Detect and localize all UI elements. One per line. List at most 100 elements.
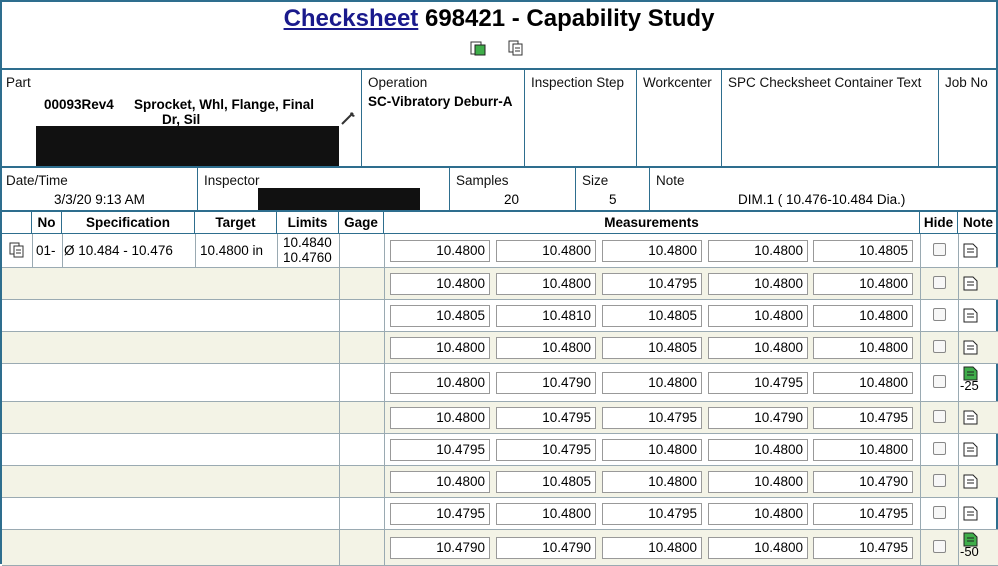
measurement-input[interactable]: 10.4795 bbox=[390, 503, 490, 525]
checksheet-link[interactable]: Checksheet bbox=[283, 5, 419, 32]
measurement-input[interactable]: 10.4800 bbox=[708, 273, 808, 295]
measurement-input[interactable]: 10.4800 bbox=[813, 273, 913, 295]
measurement-input[interactable]: 10.4800 bbox=[708, 503, 808, 525]
row-limit-high: 10.4840 bbox=[283, 235, 332, 250]
hide-checkbox[interactable] bbox=[933, 410, 946, 423]
col-header-spec: Specification bbox=[62, 212, 195, 234]
measurement-input[interactable]: 10.4795 bbox=[602, 273, 702, 295]
measurement-input[interactable]: 10.4795 bbox=[496, 439, 596, 461]
col-header-icon bbox=[2, 212, 32, 234]
note-icon[interactable] bbox=[963, 532, 978, 547]
measurement-input[interactable]: 10.4790 bbox=[496, 537, 596, 559]
container-text-label: SPC Checksheet Container Text bbox=[728, 75, 922, 90]
note-icon[interactable] bbox=[963, 410, 978, 425]
table-row: 10.4805 10.4810 10.4805 10.4800 10.4800 bbox=[2, 300, 998, 332]
measurement-input[interactable]: 10.4800 bbox=[708, 439, 808, 461]
note-icon[interactable] bbox=[963, 442, 978, 457]
measurement-input[interactable]: 10.4800 bbox=[496, 503, 596, 525]
measurement-input[interactable]: 10.4800 bbox=[496, 273, 596, 295]
measurement-input[interactable]: 10.4800 bbox=[390, 337, 490, 359]
measurement-input[interactable]: 10.4800 bbox=[390, 471, 490, 493]
note-icon[interactable] bbox=[963, 340, 978, 355]
measurement-input[interactable]: 10.4805 bbox=[496, 471, 596, 493]
measurement-input[interactable]: 10.4790 bbox=[390, 537, 490, 559]
measurement-input[interactable]: 10.4800 bbox=[496, 337, 596, 359]
measurement-input[interactable]: 10.4800 bbox=[813, 337, 913, 359]
measurement-input[interactable]: 10.4800 bbox=[390, 372, 490, 394]
hide-checkbox[interactable] bbox=[933, 442, 946, 455]
col-header-hide: Hide bbox=[920, 212, 958, 234]
measurement-input[interactable]: 10.4795 bbox=[813, 537, 913, 559]
measurement-input[interactable]: 10.4805 bbox=[390, 305, 490, 327]
part-label: Part bbox=[6, 75, 31, 90]
measurement-input[interactable]: 10.4800 bbox=[390, 240, 490, 262]
measurement-input[interactable]: 10.4790 bbox=[813, 471, 913, 493]
measurement-input[interactable]: 10.4800 bbox=[602, 240, 702, 262]
measurement-input[interactable]: 10.4800 bbox=[708, 471, 808, 493]
hide-checkbox[interactable] bbox=[933, 375, 946, 388]
col-header-gage: Gage bbox=[339, 212, 384, 234]
measurement-input[interactable]: 10.4795 bbox=[496, 407, 596, 429]
measurement-input[interactable]: 10.4795 bbox=[708, 372, 808, 394]
hide-checkbox[interactable] bbox=[933, 308, 946, 321]
measurement-input[interactable]: 10.4805 bbox=[813, 240, 913, 262]
measurement-input[interactable]: 10.4800 bbox=[602, 439, 702, 461]
table-row: 10.4795 10.4800 10.4795 10.4800 10.4795 bbox=[2, 498, 998, 530]
measurement-input[interactable]: 10.4800 bbox=[708, 337, 808, 359]
measurement-input[interactable]: 10.4795 bbox=[602, 407, 702, 429]
col-header-measurements: Measurements bbox=[384, 212, 920, 234]
table-row: 10.4800 10.4805 10.4800 10.4800 10.4790 bbox=[2, 466, 998, 498]
measurement-input[interactable]: 10.4795 bbox=[813, 503, 913, 525]
row-limit-low: 10.4760 bbox=[283, 250, 332, 265]
hide-checkbox[interactable] bbox=[933, 243, 946, 256]
measurement-input[interactable]: 10.4800 bbox=[390, 407, 490, 429]
note-icon[interactable] bbox=[963, 308, 978, 323]
note-icon[interactable] bbox=[963, 474, 978, 489]
note-icon[interactable] bbox=[963, 276, 978, 291]
measurement-input[interactable]: 10.4800 bbox=[708, 305, 808, 327]
measurement-input[interactable]: 10.4800 bbox=[708, 240, 808, 262]
measurement-input[interactable]: 10.4795 bbox=[390, 439, 490, 461]
hide-checkbox[interactable] bbox=[933, 540, 946, 553]
measurement-input[interactable]: 10.4800 bbox=[602, 537, 702, 559]
note-icon[interactable] bbox=[963, 243, 978, 258]
hide-checkbox[interactable] bbox=[933, 474, 946, 487]
table-row: 10.4800 10.4800 10.4795 10.4800 10.4800 bbox=[2, 268, 998, 300]
container-text-box: SPC Checksheet Container Text bbox=[722, 68, 939, 166]
note-icon[interactable] bbox=[963, 506, 978, 521]
measurement-input[interactable]: 10.4800 bbox=[496, 240, 596, 262]
export-icon[interactable] bbox=[470, 40, 486, 56]
measurement-input[interactable]: 10.4795 bbox=[813, 407, 913, 429]
measurement-input[interactable]: 10.4800 bbox=[813, 305, 913, 327]
part-desc-2: Dr, Sil bbox=[162, 112, 201, 127]
table-row: 10.4795 10.4795 10.4800 10.4800 10.4800 bbox=[2, 434, 998, 466]
copy-icon[interactable] bbox=[508, 40, 524, 56]
measurement-input[interactable]: 10.4805 bbox=[602, 337, 702, 359]
measurement-input[interactable]: 10.4790 bbox=[496, 372, 596, 394]
table-row: 10.4800 10.4800 10.4800 10.4800 10.4805 01- Ø … bbox=[2, 234, 998, 268]
measurement-input[interactable]: 10.4800 bbox=[390, 273, 490, 295]
measurement-input[interactable]: 10.4800 bbox=[602, 372, 702, 394]
workcenter-label: Workcenter bbox=[643, 75, 712, 90]
copy-row-icon[interactable] bbox=[9, 242, 25, 261]
measurement-input[interactable]: 10.4800 bbox=[813, 439, 913, 461]
hide-checkbox[interactable] bbox=[933, 506, 946, 519]
measurement-input[interactable]: 10.4805 bbox=[602, 305, 702, 327]
note-icon[interactable] bbox=[963, 366, 978, 381]
hide-checkbox[interactable] bbox=[933, 340, 946, 353]
title-bar: Checksheet 698421 - Capability Study bbox=[0, 0, 998, 68]
col-header-no: No bbox=[32, 212, 62, 234]
edit-part-icon[interactable] bbox=[340, 110, 356, 129]
measurement-input[interactable]: 10.4800 bbox=[602, 471, 702, 493]
measurement-input[interactable]: 10.4795 bbox=[602, 503, 702, 525]
measurement-input[interactable]: 10.4800 bbox=[708, 537, 808, 559]
page-title: Checksheet 698421 - Capability Study bbox=[0, 5, 998, 33]
measurement-input[interactable]: 10.4800 bbox=[813, 372, 913, 394]
operation-box: Operation SC-Vibratory Deburr-A bbox=[362, 68, 525, 166]
measurement-input[interactable]: 10.4790 bbox=[708, 407, 808, 429]
measurement-input[interactable]: 10.4810 bbox=[496, 305, 596, 327]
col-header-target: Target bbox=[195, 212, 277, 234]
row-target: 10.4800 in bbox=[200, 243, 264, 258]
hide-checkbox[interactable] bbox=[933, 276, 946, 289]
table-row: 10.4800 10.4790 10.4800 10.4795 10.4800 -25 bbox=[2, 364, 998, 402]
